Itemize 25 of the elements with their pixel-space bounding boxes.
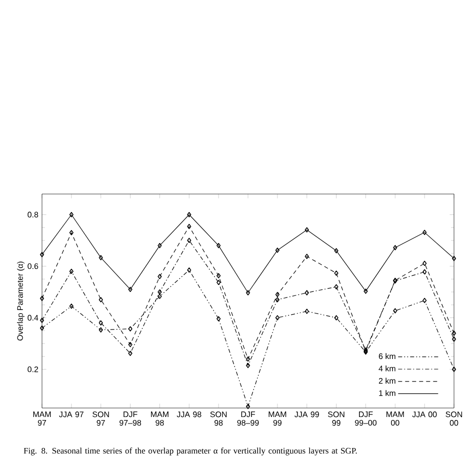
legend-label: 4 km — [378, 365, 396, 372]
x-tick-label: MAM 98 — [151, 412, 168, 426]
x-tick-label: SON 00 — [446, 412, 462, 426]
x-tick-label: SON 98 — [210, 412, 227, 426]
x-tick-label: SON 99 — [328, 412, 344, 426]
x-tick-label: JJA 99 — [294, 412, 319, 418]
y-axis-title: Overlap Parameter (α) — [17, 262, 24, 340]
x-tick-label: DJF 97–98 — [120, 412, 142, 426]
x-tick-label: DJF 99–00 — [354, 412, 377, 426]
x-tick-label: MAM 00 — [386, 412, 404, 426]
caption: Fig. 8. Seasonal time series of the overlap parameter α for vertically contiguous layers at SGP. — [24, 448, 357, 456]
x-tick-label: SON 97 — [92, 412, 109, 426]
x-tick-label: JJA 97 — [59, 412, 84, 418]
legend-label: 6 km — [378, 353, 396, 360]
x-tick-label: MAM 99 — [268, 412, 286, 426]
y-tick-label: 0.2 — [28, 366, 38, 372]
legend-label: 2 km — [378, 378, 396, 384]
legend-label: 1 km — [379, 390, 396, 396]
y-tick-label: 0.4 — [28, 314, 38, 321]
x-tick-label: JJA 98 — [176, 412, 202, 418]
y-tick-label: 0.8 — [28, 212, 38, 218]
x-tick-label: MAM 97 — [33, 412, 51, 426]
x-tick-label: DJF 98–99 — [237, 412, 259, 426]
x-tick-label: JJA 00 — [412, 412, 437, 418]
y-tick-label: 0.6 — [28, 263, 38, 270]
